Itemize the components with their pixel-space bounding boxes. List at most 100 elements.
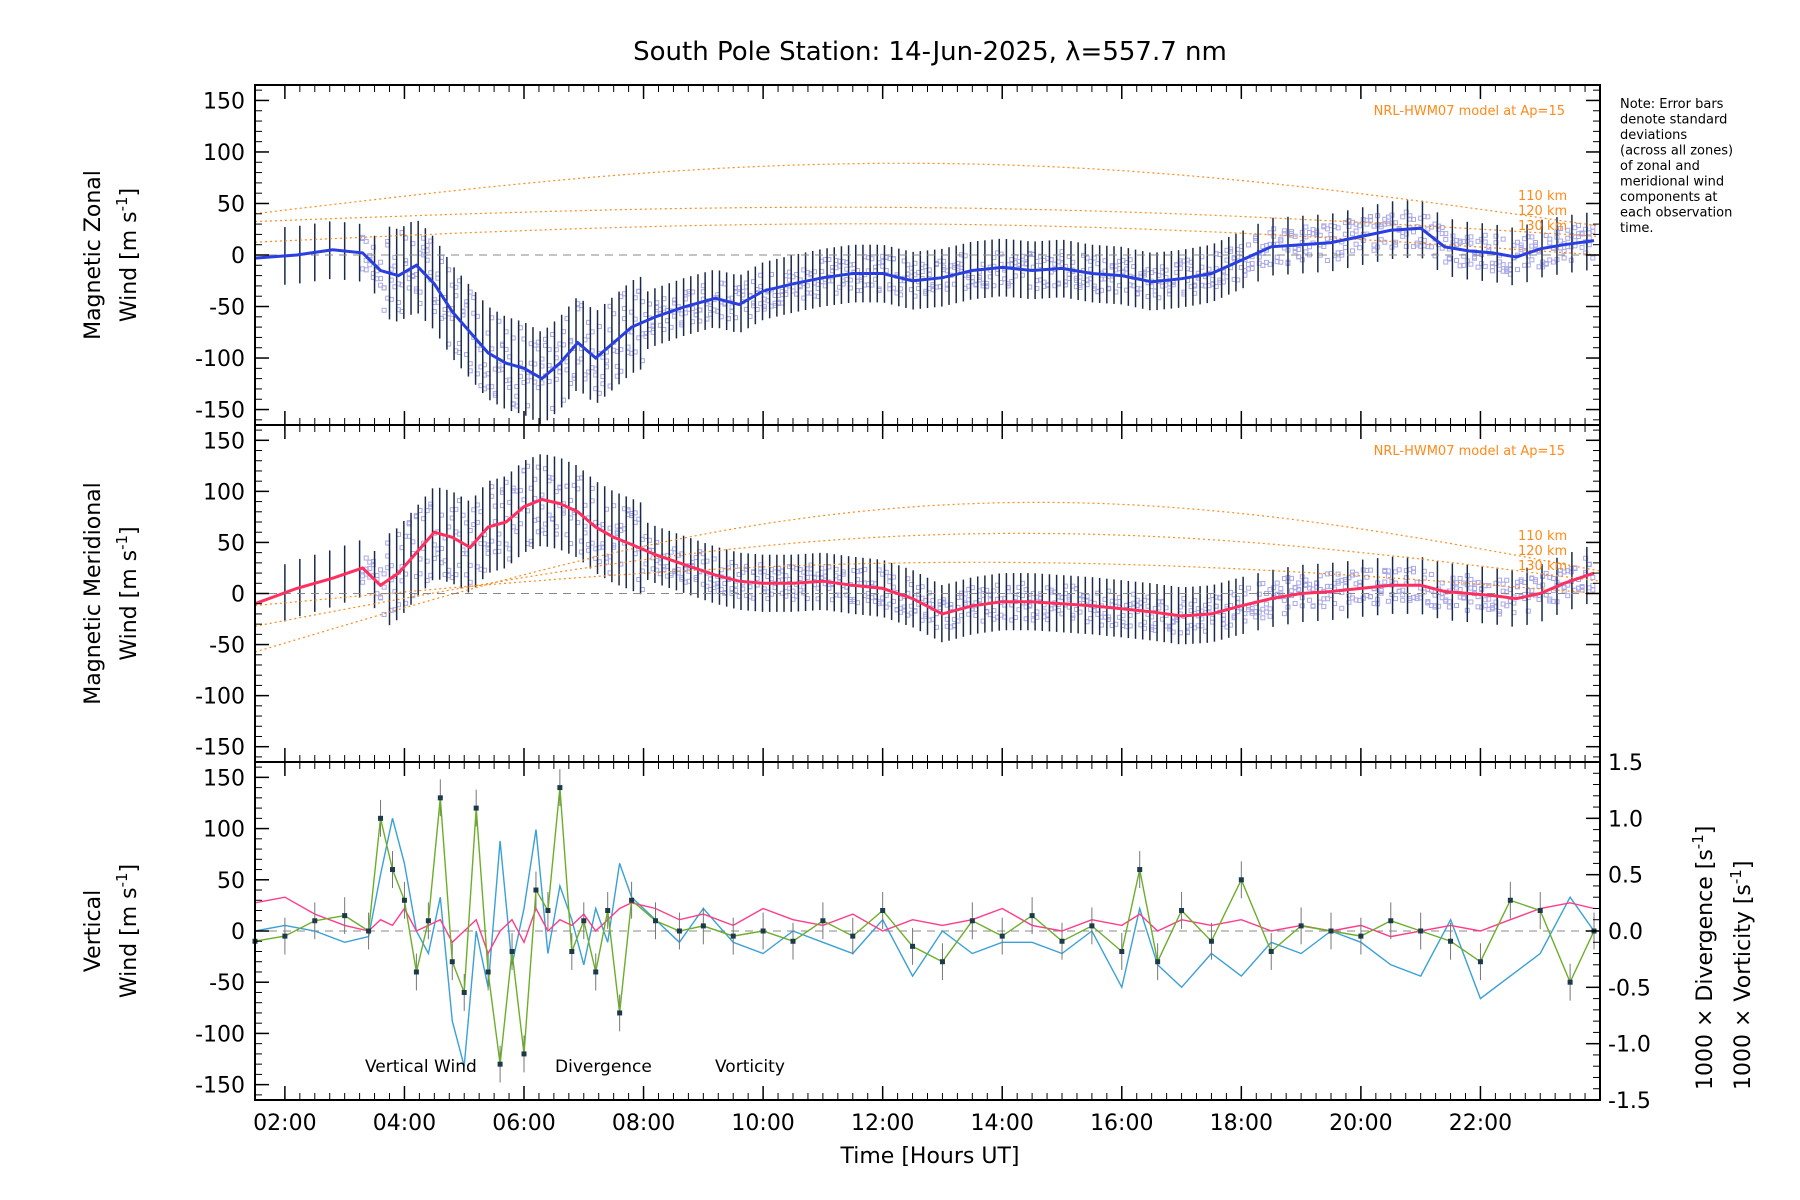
scatter-point xyxy=(1410,216,1416,222)
scatter-point xyxy=(1249,265,1255,271)
model-curve-3 xyxy=(254,561,1601,607)
scatter-point xyxy=(1278,259,1284,265)
scatter-point xyxy=(1590,583,1596,589)
legend-divergence: Divergence xyxy=(555,1057,652,1077)
note-line: meridional wind xyxy=(1620,175,1724,190)
vertical-wind-point xyxy=(1029,913,1035,919)
scatter-point xyxy=(1529,257,1535,263)
vertical-wind-point xyxy=(653,918,659,924)
scatter-point xyxy=(378,259,384,265)
vertical-wind-point xyxy=(509,948,515,954)
scatter-point xyxy=(1432,253,1438,259)
y-tick-label: 0 xyxy=(231,244,245,269)
scatter-point xyxy=(1461,262,1467,268)
meridional-wind-line xyxy=(254,497,1595,618)
scatter-point xyxy=(1385,598,1391,604)
vertical-wind-point xyxy=(1268,948,1274,954)
scatter-point xyxy=(1579,230,1585,236)
vertical-wind-point xyxy=(629,897,635,903)
scatter-point xyxy=(1558,226,1564,232)
scatter-point xyxy=(1410,569,1416,575)
scatter-point xyxy=(1543,233,1549,239)
note-line: deviations xyxy=(1620,128,1687,143)
scatter-point xyxy=(1400,592,1406,598)
scatter-point xyxy=(1428,571,1434,577)
scatter-point xyxy=(1367,567,1373,573)
scatter-point xyxy=(1543,570,1549,576)
scatter-point xyxy=(1471,586,1477,592)
scatter-point xyxy=(1260,615,1266,621)
scatter-point xyxy=(1342,231,1348,237)
scatter-point xyxy=(1486,583,1492,589)
vertical-wind-point xyxy=(473,805,479,811)
scatter-point xyxy=(378,567,384,573)
vertical-wind-point xyxy=(1537,908,1543,914)
scatter-point xyxy=(1457,575,1463,581)
scatter-point xyxy=(1489,264,1495,270)
scatter-point xyxy=(1454,603,1460,609)
scatter-point xyxy=(1256,591,1262,597)
scatter-point xyxy=(1489,268,1495,274)
scatter-point xyxy=(1353,241,1359,247)
scatter-point xyxy=(1565,235,1571,241)
scatter-point xyxy=(360,579,366,585)
x-tick-label: 14:00 xyxy=(971,1111,1034,1136)
scatter-point xyxy=(1590,575,1596,581)
scatter-point xyxy=(1274,254,1280,260)
y-tick-label: -100 xyxy=(195,1022,245,1047)
scatter-point xyxy=(1371,247,1377,253)
scatter-point xyxy=(1439,224,1445,230)
scatter-point xyxy=(1393,596,1399,602)
scatter-point xyxy=(378,595,384,601)
scatter-point xyxy=(1436,603,1442,609)
scatter-point xyxy=(1281,597,1287,603)
scatter-point xyxy=(1454,257,1460,263)
x-tick-label: 22:00 xyxy=(1449,1111,1512,1136)
scatter-point xyxy=(363,238,369,244)
scatter-point xyxy=(1590,255,1596,261)
y2-tick-label: -0.5 xyxy=(1608,976,1651,1001)
vertical-wind-point xyxy=(700,923,706,929)
scatter-point xyxy=(1335,571,1341,577)
vertical-wind-point xyxy=(389,867,395,873)
scatter-point xyxy=(1339,250,1345,256)
y2-tick-label: 1.5 xyxy=(1608,751,1643,776)
scatter-point xyxy=(1364,574,1370,580)
scatter-point xyxy=(1303,577,1309,583)
vertical-wind-point xyxy=(485,969,491,975)
scatter-point xyxy=(1382,239,1388,245)
y-axis-label-sup: -1 xyxy=(113,535,131,550)
scatter-point xyxy=(381,285,387,291)
x-axis: 02:00 04:00 06:00 08:00 10:00 12:00 14:00 16:00… xyxy=(253,1111,1512,1136)
vertical-wind-point xyxy=(790,938,796,944)
divergence-axis-label-close: ] xyxy=(1693,826,1718,835)
vertical-wind-point xyxy=(1477,959,1483,965)
scatter-point xyxy=(1367,594,1373,600)
vertical-wind-point xyxy=(378,815,384,821)
scatter-point xyxy=(1278,236,1284,242)
scatter-point xyxy=(1439,580,1445,586)
vertical-wind-point xyxy=(969,918,975,924)
scatter-point xyxy=(1324,596,1330,602)
vertical-wind-point xyxy=(461,989,467,995)
scatter-point xyxy=(1339,605,1345,611)
scatter-point xyxy=(1256,609,1262,615)
scatter-point xyxy=(1493,240,1499,246)
scatter-point xyxy=(1324,226,1330,232)
model-curve-1 xyxy=(254,162,1601,227)
y-axis-label-close: ] xyxy=(117,188,142,197)
scatter-point xyxy=(1550,575,1556,581)
vertical-wind-point xyxy=(910,943,916,949)
vertical-wind-point xyxy=(449,959,455,965)
scatter-point xyxy=(1446,599,1452,605)
vertical-wind-point xyxy=(497,1061,503,1067)
scatter-point xyxy=(1321,604,1327,610)
scatter-point xyxy=(1403,575,1409,581)
vertical-wind-point xyxy=(1358,933,1364,939)
scatter-point xyxy=(363,555,369,561)
vertical-wind-point xyxy=(401,897,407,903)
scatter-point xyxy=(1525,262,1531,268)
y-tick-label: -50 xyxy=(209,971,245,996)
vertical-wind-point xyxy=(1567,979,1573,985)
scatter-point xyxy=(1572,565,1578,571)
